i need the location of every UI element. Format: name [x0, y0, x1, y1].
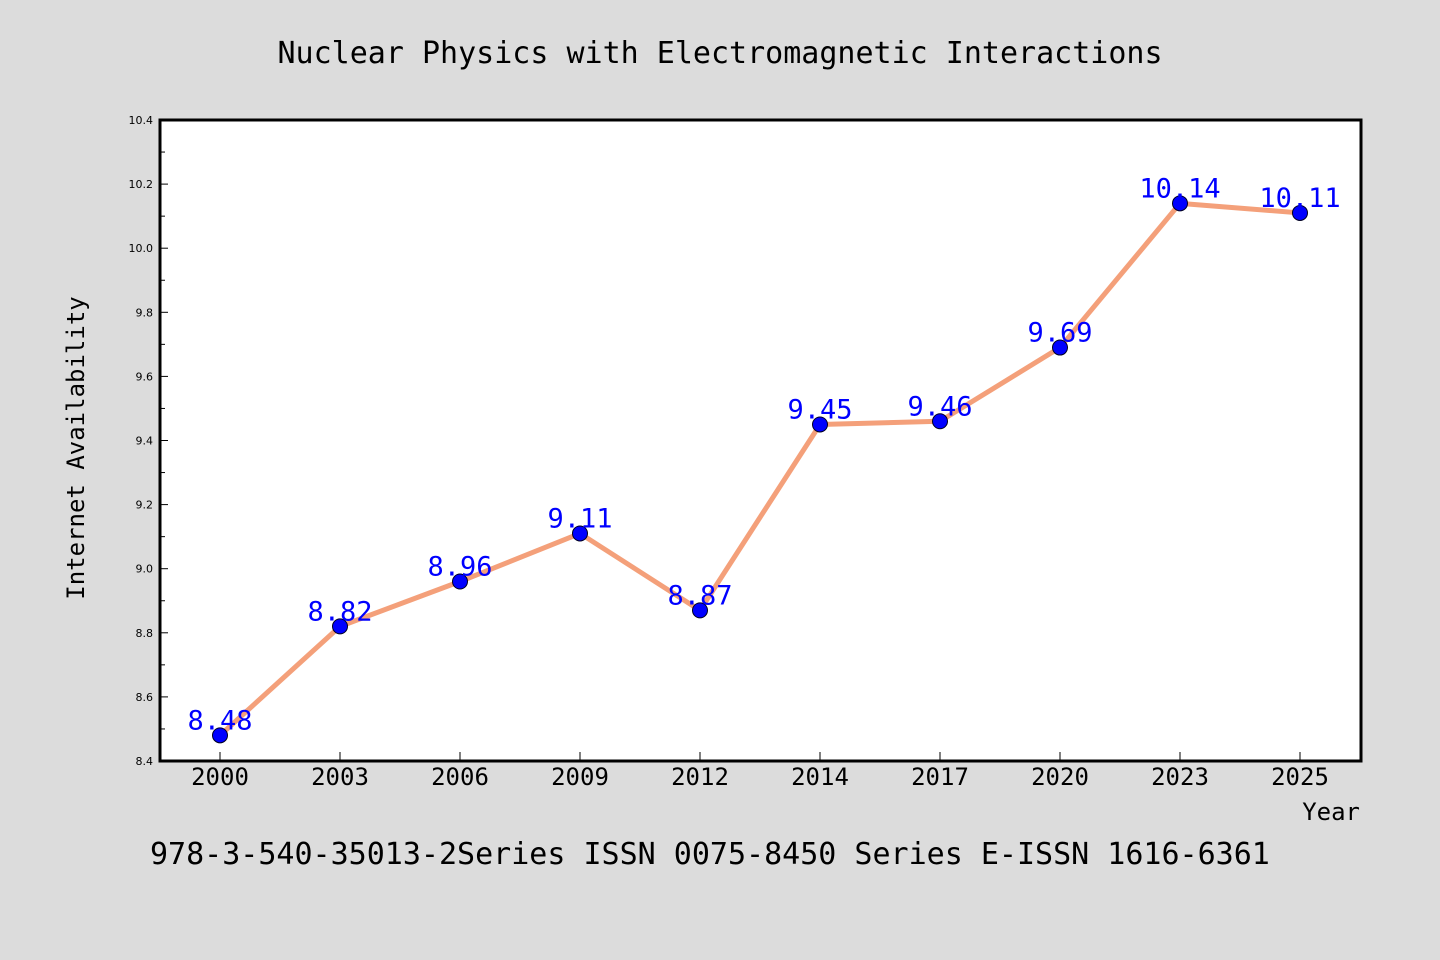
data-label: 8.87 — [667, 580, 732, 611]
y-tick-label: 8.4 — [136, 755, 154, 768]
footer-isbn-text: 978-3-540-35013-2Series ISSN 0075-8450 S… — [150, 837, 1270, 872]
y-tick-label: 9.4 — [136, 435, 154, 448]
x-tick-label: 2009 — [551, 763, 609, 791]
data-point — [1052, 339, 1068, 356]
data-point — [692, 602, 708, 619]
data-label: 8.48 — [187, 705, 252, 736]
plot-area — [158, 118, 1363, 763]
series-points-group — [212, 195, 1308, 744]
data-point — [452, 573, 468, 590]
x-tick-label: 2006 — [431, 763, 489, 791]
x-tick-label: 2012 — [671, 763, 729, 791]
data-label: 8.96 — [427, 552, 492, 583]
x-axis: 2000 2003 2006 2009 2012 2014 2017 2020 2023 2025 — [191, 752, 1329, 791]
data-point — [1292, 204, 1308, 221]
series-line-group — [217, 200, 1303, 738]
data-label: 10.14 — [1139, 173, 1220, 204]
y-tick-label: 9.6 — [136, 370, 154, 383]
x-tick-label: 2014 — [791, 763, 849, 791]
y-axis-label: Internet Availability — [62, 296, 90, 599]
data-point — [1172, 195, 1188, 212]
x-tick-label: 2020 — [1031, 763, 1089, 791]
x-tick-label: 2003 — [311, 763, 369, 791]
x-tick-label: 2023 — [1151, 763, 1209, 791]
y-axis: 8.4 8.6 8.8 9.0 9.2 9.4 9.6 9.8 10.0 10.2 10.4 — [129, 114, 168, 768]
x-tick-label: 2017 — [911, 763, 969, 791]
y-tick-label: 9.0 — [136, 563, 154, 576]
y-tick-label: 8.6 — [136, 691, 154, 704]
data-point — [212, 727, 228, 744]
data-point — [932, 413, 948, 430]
series-line — [217, 200, 1303, 738]
x-tick-label: 2000 — [191, 763, 249, 791]
data-label: 8.82 — [307, 596, 372, 627]
y-tick-label: 10.2 — [129, 178, 154, 191]
y-tick-label: 10.4 — [129, 114, 154, 127]
y-tick-label: 10.0 — [129, 242, 154, 255]
y-tick-label: 9.8 — [136, 306, 154, 319]
data-point — [812, 416, 828, 433]
data-point — [332, 618, 348, 635]
data-point — [572, 525, 588, 542]
data-label: 10.11 — [1259, 183, 1340, 214]
chart-title: Nuclear Physics with Electromagnetic Int… — [277, 36, 1162, 71]
y-tick-label: 9.2 — [136, 499, 154, 512]
x-tick-label: 2025 — [1271, 763, 1329, 791]
x-axis-label: Year — [1302, 798, 1360, 826]
data-label: 9.46 — [907, 391, 972, 422]
data-label: 9.11 — [547, 503, 612, 534]
data-label: 9.69 — [1027, 318, 1092, 349]
data-label: 9.45 — [787, 394, 852, 425]
data-labels-group: 8.48 8.82 8.96 9.11 8.87 9.45 9.46 9.69 10.14 10.… — [187, 173, 1340, 736]
y-tick-label: 8.8 — [136, 627, 154, 640]
